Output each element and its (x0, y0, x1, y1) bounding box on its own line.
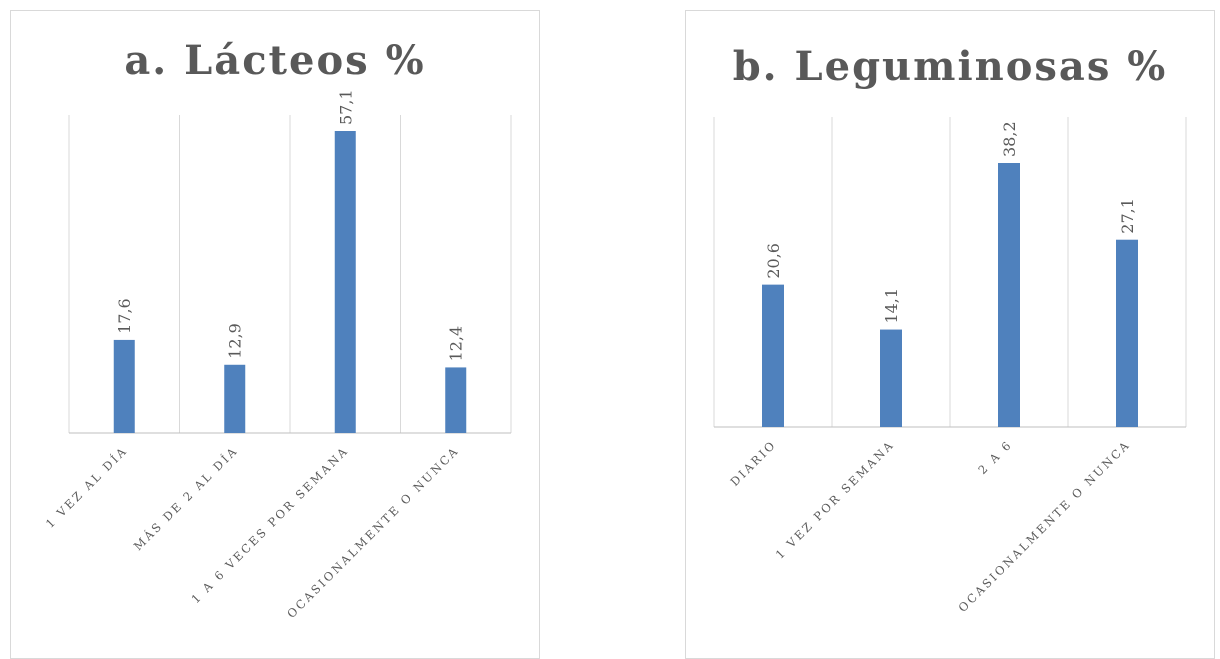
chart-title: b. Leguminosas % (732, 43, 1168, 90)
x-tick-label: 2 A 6 (975, 437, 1015, 477)
data-label: 57,1 (336, 89, 355, 125)
data-label: 27,1 (1118, 198, 1137, 234)
data-label: 14,1 (882, 288, 901, 324)
chart-lacteos: a. Lácteos % 17,6 1 VEZ AL DÍA 12,9 MÁS DE … (10, 10, 540, 659)
bar (762, 284, 784, 427)
bar (334, 131, 356, 433)
bar (224, 364, 246, 433)
data-label: 20,6 (764, 243, 783, 279)
bar (113, 339, 135, 433)
data-label: 38,2 (1000, 121, 1019, 157)
plot-area: 20,6 DIARIO 14,1 1 VEZ POR SEMANA 38,2 2 A 6 2… (713, 117, 1187, 615)
bar (1116, 239, 1138, 427)
data-label: 17,6 (115, 298, 134, 334)
bar (998, 163, 1020, 427)
plot-area: 17,6 1 VEZ AL DÍA 12,9 MÁS DE 2 AL DÍA 57,1 1… (43, 89, 512, 621)
x-tick-label: 1 VEZ AL DÍA (43, 443, 131, 531)
bar (880, 329, 902, 427)
x-tick-label: MÁS DE 2 AL DÍA (131, 443, 241, 553)
x-tick-label: OCASIONALMENTE O NUNCA (284, 443, 462, 621)
bar (445, 367, 467, 433)
data-label: 12,4 (447, 326, 466, 362)
chart-title: a. Lácteos % (124, 37, 426, 84)
x-tick-label: DIARIO (727, 437, 779, 489)
x-tick-label: 1 VEZ POR SEMANA (773, 437, 897, 561)
data-label: 12,9 (226, 323, 245, 359)
chart-leguminosas: b. Leguminosas % 20,6 DIARIO 14,1 1 VEZ POR… (685, 10, 1215, 659)
